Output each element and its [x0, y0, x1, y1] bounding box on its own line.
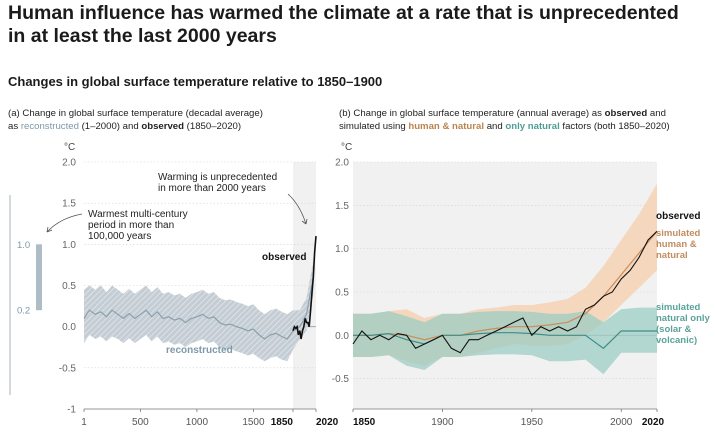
panel-b-human-label: natural [656, 250, 688, 261]
panel-a-desc-line1: (a) Change in global surface temperature… [8, 108, 263, 119]
panel-a-observed-line [292, 236, 317, 340]
panel-b-natural-band [353, 307, 657, 375]
panel-b-natural-label: volcanic) [656, 335, 697, 346]
panel-b-human-label: simulated [656, 228, 701, 239]
panel-a-ytick-label: -0.5 [59, 363, 77, 374]
panel-a-ytick-label: 2.0 [62, 158, 76, 169]
panel-a-ytick-label: 1.0 [62, 240, 76, 251]
panel-b-ytick-label: 0.5 [335, 288, 349, 299]
panel-a-annotation-warmest: 100,000 years [88, 231, 151, 242]
panel-a-annotation-arrow [287, 193, 307, 225]
panel-b-xtick-label: 2000 [610, 417, 633, 428]
panel-a-xtick-label: 1850 [271, 417, 294, 428]
panel-b-observed-label: observed [656, 211, 700, 222]
panel-b-ytick-label: -0.5 [332, 374, 350, 385]
panel-a-chart: -1-0.50.00.51.01.52.0°C1 500 1000 1500 1850 2… [9, 142, 339, 428]
panel-a-annotation-arrowhead [301, 218, 308, 225]
panel-b-natural-label: (solar & [656, 324, 692, 335]
panel-a-annotation-unprecedented: in more than 2000 years [158, 183, 266, 194]
main-title-line1: Human influence has warmed the climate a… [8, 2, 679, 24]
panel-b-description: (b) Change in global surface temperature… [339, 107, 670, 133]
panel-b-chart: -0.5 0.0 0.5 1.0 1.5 2.0 °C 1850 1900 1950 2000 202… [332, 142, 711, 428]
panel-a-xtick-label: 1500 [242, 417, 265, 428]
panel-a-observed-label: observed [262, 252, 306, 263]
panel-a-reconstructed-band [84, 260, 314, 362]
panel-b-y-unit: °C [341, 142, 352, 153]
panel-a-annotation-warmest: period in more than [88, 220, 174, 231]
panel-b-xtick-label: 1950 [521, 417, 544, 428]
panel-a-side-bar [36, 244, 42, 311]
panel-a-annotation-arrowhead [46, 226, 53, 233]
panel-a-reconstructed-line [83, 277, 314, 340]
panel-b-ytick-label: 1.0 [335, 244, 349, 255]
panel-b-observed-line [352, 230, 658, 354]
panel-b-human-label: human & [656, 239, 697, 250]
panel-b-xtick-label: 1850 [353, 417, 376, 428]
panel-b-desc-human: human & natural [408, 121, 485, 132]
figure-subtitle: Changes in global surface temperature re… [8, 74, 383, 89]
panel-b-xtick-label: 1900 [431, 417, 454, 428]
panel-a-desc-reconstructed: reconstructed [20, 121, 79, 132]
panel-b-xtick-label: 2020 [642, 417, 665, 428]
panel-a-ytick-label: 0.0 [62, 322, 76, 333]
panel-a-xtick-label: 1000 [186, 417, 209, 428]
panel-b-natural-line [353, 330, 657, 350]
panel-a-annotation-unprecedented: Warming is unprecedented [158, 172, 277, 183]
panel-b-desc-natural: only natural [505, 121, 560, 132]
panel-a-y-unit: °C [64, 142, 75, 153]
panel-a-ytick-label: 0.5 [62, 281, 76, 292]
panel-a-ytick-label: -1 [67, 405, 76, 416]
panel-a-ytick-label: 1.5 [62, 199, 76, 210]
panel-a-xtick-label: 2020 [316, 417, 339, 428]
panel-a-xtick-label: 500 [132, 417, 149, 428]
panel-a-desc-line2: as reconstructed (1–2000) and observed (… [8, 121, 242, 132]
panel-a-description: (a) Change in global surface temperature… [8, 107, 263, 133]
panel-b-natural-label: natural only [656, 313, 711, 324]
panel-a-annotation-arrow [46, 213, 83, 233]
panel-a-reconstructed-label: reconstructed [166, 345, 233, 356]
panel-b-desc-line2: simulated using human & natural and only… [339, 121, 670, 132]
panel-a-desc-observed: observed [141, 121, 185, 132]
panel-b-natural-label: simulated [656, 302, 701, 313]
main-title: Human influence has warmed the climate a… [8, 2, 708, 48]
panel-b-ytick-label: 1.5 [335, 201, 349, 212]
panel-b-ytick-label: 0.0 [335, 331, 349, 342]
main-title-line2: in at least the last 2000 years [8, 25, 277, 47]
panel-a-side-high-label: 1.0 [17, 240, 30, 251]
panel-b-ytick-label: 2.0 [335, 158, 349, 169]
panel-a-side-low-label: 0.2 [17, 306, 30, 317]
panel-a-xtick-label: 1 [81, 417, 87, 428]
panel-a-annotation-warmest: Warmest multi-century [88, 209, 188, 220]
panel-b-desc-line1: (b) Change in global surface temperature… [339, 108, 666, 119]
